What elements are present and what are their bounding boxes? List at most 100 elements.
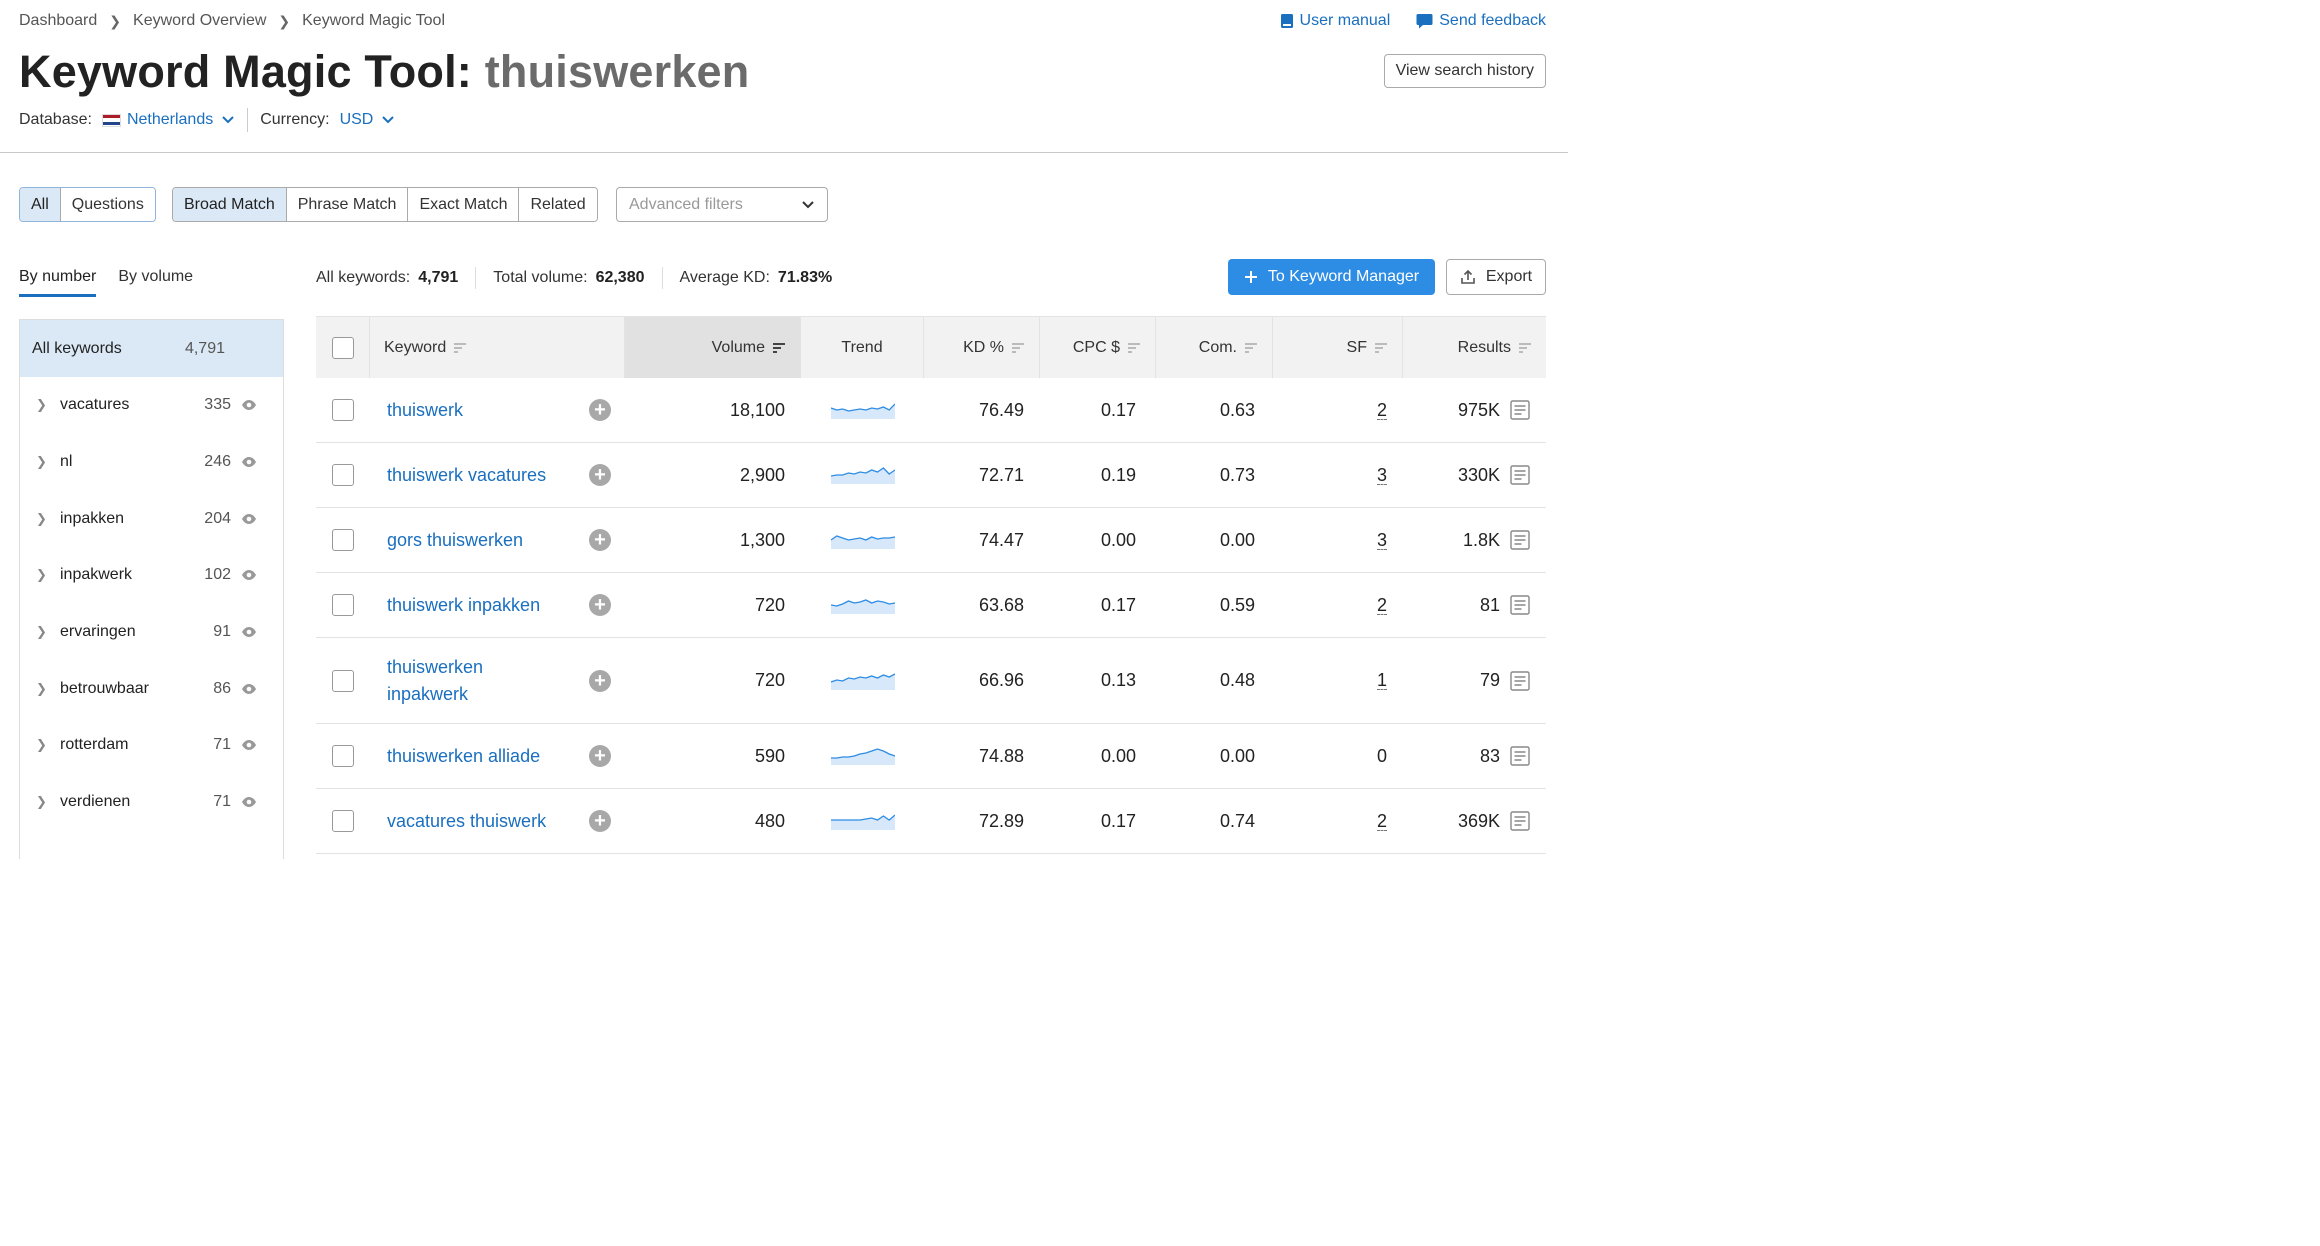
filter-all-button[interactable]: All [20,188,61,221]
broad-match-button[interactable]: Broad Match [173,188,287,221]
serp-features-count[interactable]: 3 [1376,464,1387,485]
row-checkbox[interactable] [332,810,354,832]
add-to-list-icon[interactable]: + [589,529,611,551]
breadcrumb-keyword-overview[interactable]: Keyword Overview [133,12,267,29]
keyword-link[interactable]: thuiswerk inpakken [387,594,541,615]
chevron-right-icon[interactable]: ❯ [36,794,47,810]
sidebar-item-vacatures[interactable]: ❯ vacatures 335 [20,377,283,434]
keyword-link[interactable]: thuiswerken inpakwerk [387,656,484,704]
chevron-down-icon [382,116,395,124]
eye-icon[interactable] [241,513,257,525]
serp-icon[interactable] [1510,746,1530,766]
export-button[interactable]: Export [1446,259,1546,295]
row-checkbox[interactable] [332,399,354,421]
keyword-cell: thuiswerk vacatures + [370,443,625,507]
filter-questions-button[interactable]: Questions [60,188,155,221]
breadcrumb-dashboard[interactable]: Dashboard [19,12,98,29]
chevron-right-icon[interactable]: ❯ [36,624,47,640]
col-kd[interactable]: KD % [924,317,1040,378]
sidebar-item-verdienen[interactable]: ❯ verdienen 71 [20,774,283,831]
currency-select[interactable]: USD [340,111,396,129]
serp-features-count[interactable]: 1 [1376,670,1387,690]
eye-icon[interactable] [241,796,257,808]
add-to-list-icon[interactable]: + [589,399,611,421]
chevron-right-icon[interactable]: ❯ [36,737,47,753]
serp-icon[interactable] [1510,595,1530,615]
col-volume[interactable]: Volume [625,317,801,378]
user-manual-link[interactable]: User manual [1280,12,1390,30]
serp-features-count[interactable]: 2 [1376,594,1387,615]
add-to-list-icon[interactable]: + [589,810,611,832]
sidebar-item-inpakwerk[interactable]: ❯ inpakwerk 102 [20,547,283,604]
serp-icon[interactable] [1510,465,1530,485]
keyword-link[interactable]: thuiswerk [387,399,464,420]
add-to-list-icon[interactable]: + [589,464,611,486]
row-checkbox[interactable] [332,594,354,616]
row-checkbox[interactable] [332,745,354,767]
eye-icon[interactable] [241,626,257,638]
serp-features-count[interactable]: 2 [1376,810,1387,831]
col-keyword[interactable]: Keyword [370,317,625,378]
col-sf[interactable]: SF [1273,317,1403,378]
row-select-cell [316,638,370,723]
sidebar-all-keywords[interactable]: All keywords 4,791 [20,320,283,377]
chevron-right-icon[interactable]: ❯ [36,680,47,696]
chevron-right-icon[interactable]: ❯ [36,397,47,413]
add-to-list-icon[interactable]: + [589,745,611,767]
title-prefix: Keyword Magic Tool: [19,46,472,97]
keywords-table: Keyword Volume Trend KD % CPC $ Com. [316,316,1546,854]
com-cell: 0.48 [1219,670,1255,690]
serp-features-count[interactable]: 2 [1376,399,1387,420]
serp-icon[interactable] [1510,811,1530,831]
sidebar-item-ervaringen[interactable]: ❯ ervaringen 91 [20,604,283,661]
eye-icon[interactable] [241,739,257,751]
sidebar-item-rotterdam[interactable]: ❯ rotterdam 71 [20,717,283,774]
send-feedback-link[interactable]: Send feedback [1416,12,1546,30]
chevron-right-icon[interactable]: ❯ [36,510,47,526]
related-button[interactable]: Related [519,188,597,221]
eye-icon[interactable] [241,399,257,411]
scope-filter-group: All Questions [19,187,156,222]
keyword-link[interactable]: thuiswerken alliade [387,745,541,766]
to-keyword-manager-button[interactable]: To Keyword Manager [1228,259,1435,295]
serp-icon[interactable] [1510,530,1530,550]
chevron-right-icon[interactable]: ❯ [36,454,47,470]
serp-icon[interactable] [1510,670,1530,691]
view-search-history-button[interactable]: View search history [1383,54,1546,88]
keyword-cell: gors thuiswerken + [370,508,625,572]
eye-icon[interactable] [241,456,257,468]
keyword-link[interactable]: vacatures thuiswerk [387,810,547,831]
row-checkbox[interactable] [332,669,354,692]
netherlands-flag-icon [101,113,121,127]
phrase-match-button[interactable]: Phrase Match [286,188,409,221]
exact-match-button[interactable]: Exact Match [408,188,520,221]
chevron-right-icon[interactable]: ❯ [36,567,47,583]
sidebar-item-count: 102 [204,566,231,584]
sidebar-item-label: rotterdam [60,736,129,754]
col-cpc[interactable]: CPC $ [1040,317,1156,378]
eye-icon[interactable] [241,569,257,581]
results-cell: 975K [1403,378,1546,442]
advanced-filters-dropdown[interactable]: Advanced filters [616,187,828,222]
add-to-list-icon[interactable]: + [589,669,611,692]
tab-by-number[interactable]: By number [19,268,97,297]
row-checkbox[interactable] [332,529,354,551]
col-results[interactable]: Results [1403,317,1546,378]
sidebar-item-inpakken[interactable]: ❯ inpakken 204 [20,490,283,547]
col-com[interactable]: Com. [1156,317,1273,378]
row-checkbox[interactable] [332,464,354,486]
volume-cell: 18,100 [729,399,785,420]
eye-icon[interactable] [241,683,257,695]
breadcrumb-current: Keyword Magic Tool [302,12,446,29]
keyword-link[interactable]: thuiswerk vacatures [387,464,547,485]
sidebar-item-betrouwbaar[interactable]: ❯ betrouwbaar 86 [20,660,283,717]
keyword-link[interactable]: gors thuiswerken [387,529,524,550]
database-select[interactable]: Netherlands [101,111,235,129]
sidebar-item-nl[interactable]: ❯ nl 246 [20,434,283,491]
select-all-checkbox[interactable] [331,336,354,359]
serp-icon[interactable] [1510,400,1530,420]
serp-features-count[interactable]: 3 [1376,529,1387,550]
sort-icon [1011,342,1025,354]
add-to-list-icon[interactable]: + [589,594,611,616]
tab-by-volume[interactable]: By volume [118,268,194,285]
